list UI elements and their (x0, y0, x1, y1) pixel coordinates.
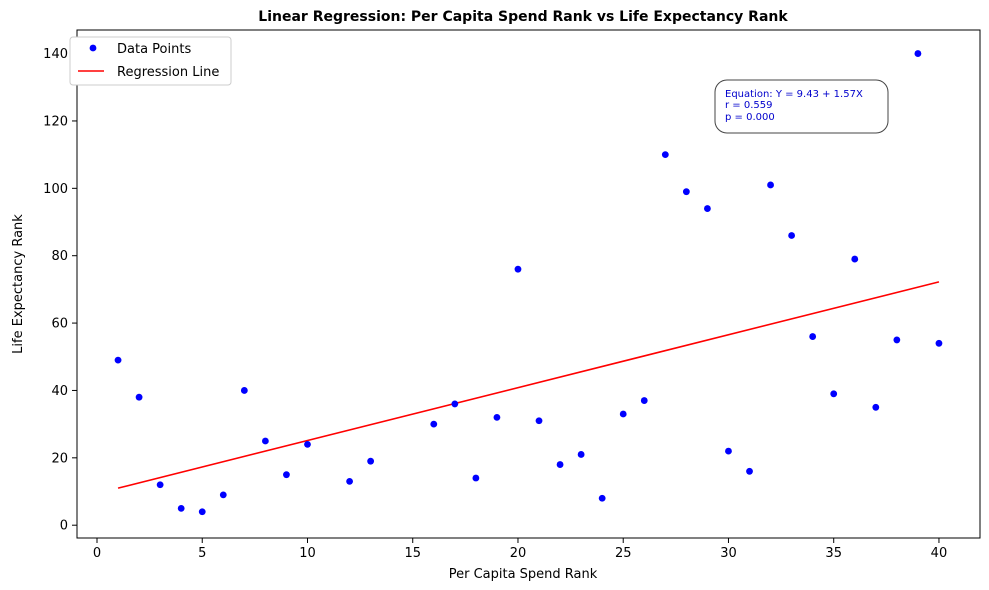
data-point (304, 440, 311, 448)
data-point (640, 397, 648, 404)
x-tick-label: 25 (615, 546, 632, 561)
data-point (746, 467, 753, 475)
plot-area (76, 29, 981, 539)
data-point (135, 393, 143, 401)
legend-frame (69, 36, 232, 86)
data-point (346, 478, 353, 485)
data-point (177, 504, 185, 512)
y-tick-label: 20 (51, 451, 68, 466)
data-point (493, 414, 501, 421)
data-point (872, 403, 880, 411)
y-tick-label: 100 (43, 182, 68, 197)
y-axis-ticks: 0 20 40 60 80 100 120 140 (43, 47, 77, 534)
x-tick-label: 5 (198, 546, 206, 561)
x-tick-label: 30 (720, 546, 737, 561)
annotation-line-equation: Equation: Y = 9.43 + 1.57X (725, 89, 863, 100)
x-tick-label: 20 (510, 546, 527, 561)
legend-label-data-points: Data Points (117, 42, 191, 57)
annotation-line-p: p = 0.000 (725, 112, 775, 123)
data-points-layer (114, 50, 943, 516)
data-point (219, 491, 227, 499)
y-tick-label: 140 (43, 47, 68, 62)
data-point (619, 410, 627, 418)
data-point (830, 390, 838, 398)
chart-title: Linear Regression: Per Capita Spend Rank… (258, 9, 788, 25)
x-tick-label: 40 (931, 546, 948, 561)
data-point (156, 481, 164, 489)
legend-label-regression-line: Regression Line (117, 65, 219, 80)
regression-line-layer (117, 281, 940, 489)
y-tick-label: 120 (43, 114, 68, 129)
y-tick-label: 60 (51, 317, 68, 332)
data-point (577, 451, 585, 458)
x-tick-label: 10 (299, 546, 316, 561)
data-point (430, 420, 438, 428)
x-tick-label: 35 (825, 546, 842, 561)
legend: Data Points Regression Line (69, 36, 232, 86)
plot-frame (76, 29, 981, 539)
data-point (661, 151, 669, 159)
y-tick-label: 80 (51, 249, 68, 264)
data-point (556, 461, 564, 468)
data-point (451, 400, 459, 408)
data-point (198, 508, 206, 516)
data-point (114, 356, 122, 364)
x-tick-label: 0 (93, 546, 101, 561)
data-point (240, 387, 248, 394)
data-point (725, 447, 732, 455)
data-point (598, 494, 606, 502)
data-point (514, 265, 522, 273)
x-axis-ticks: 0 5 10 15 20 25 30 35 40 (93, 538, 947, 561)
data-point (682, 188, 690, 196)
data-point (283, 471, 290, 479)
y-axis-label: Life Expectancy Rank (11, 214, 26, 354)
data-point (767, 181, 774, 189)
data-point (914, 50, 922, 57)
x-axis-label: Per Capita Spend Rank (449, 567, 598, 582)
data-point (261, 437, 269, 445)
data-point (809, 333, 817, 340)
x-tick-label: 15 (404, 546, 421, 561)
y-tick-label: 0 (60, 519, 68, 534)
data-point (535, 417, 543, 425)
data-point (472, 474, 480, 482)
legend-marker-data-points (89, 44, 97, 52)
annotation-box: Equation: Y = 9.43 + 1.57X r = 0.559 p =… (714, 79, 889, 134)
data-point (893, 336, 901, 344)
data-point (851, 255, 859, 263)
data-point (788, 232, 796, 239)
data-point (935, 339, 943, 347)
regression-line (117, 281, 940, 489)
data-point (367, 457, 375, 465)
data-point (704, 205, 711, 212)
annotation-line-r: r = 0.559 (725, 100, 772, 111)
annotation-frame (714, 79, 889, 134)
y-tick-label: 40 (51, 384, 68, 399)
